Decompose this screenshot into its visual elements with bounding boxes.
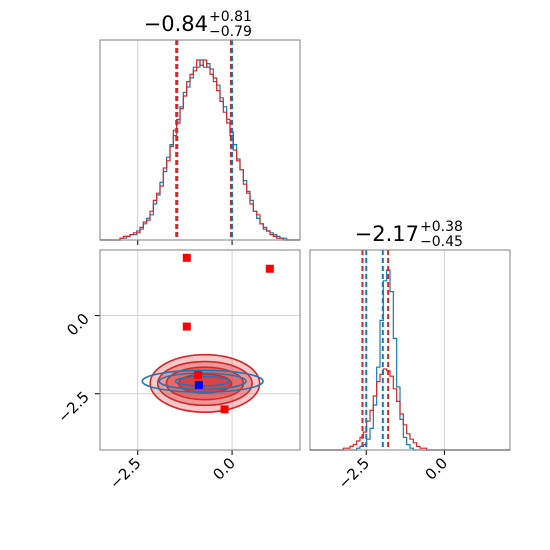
hist1-axes-frame [99,39,301,241]
red-square-marker [305,269,313,277]
hist2-xtick-label: −2.5 [335,454,373,492]
hist2-title-value: −2.17 [355,222,419,246]
hist2-blue-step-line [310,269,510,451]
histogram-param1-panel [99,39,301,245]
blue-contour-level [141,369,264,393]
red-square-marker [182,322,191,331]
hist2-xtick-label: 0.0 [422,454,452,484]
blue-square-marker [194,381,203,389]
hist1-blue-step-line [100,59,300,241]
hist1-title-plus: +0.81 [209,9,252,25]
hist1-title-minus: −0.79 [209,24,252,40]
red-square-marker [265,264,274,273]
blue-contour-level [158,372,247,391]
scatter-axes-frame [99,249,301,451]
scatter-ytick-label: −2.5 [54,388,92,426]
histogram-param2-panel: −2.5 0.0 [309,249,511,493]
scatter-ytick-label: 0.0 [63,310,93,340]
scatter-xtick-label: −2.5 [106,454,144,492]
hist1-red-step-line [100,59,300,241]
scatter-2d-panel: −2.5 0.0 −2.5 0.0 [54,249,313,493]
hist1-title-value: −0.84 [144,12,208,36]
red-square-marker [220,405,229,414]
hist2-title-minus: −0.45 [420,234,463,250]
hist2-title-plus: +0.38 [420,219,463,235]
hist2-red-step-line [310,368,510,451]
red-square-marker [182,253,191,262]
scatter-xtick-label: 0.0 [209,454,239,484]
red-square-marker [194,371,203,379]
scatter-plot-area [141,253,313,414]
hist2-axes-frame [309,249,511,451]
